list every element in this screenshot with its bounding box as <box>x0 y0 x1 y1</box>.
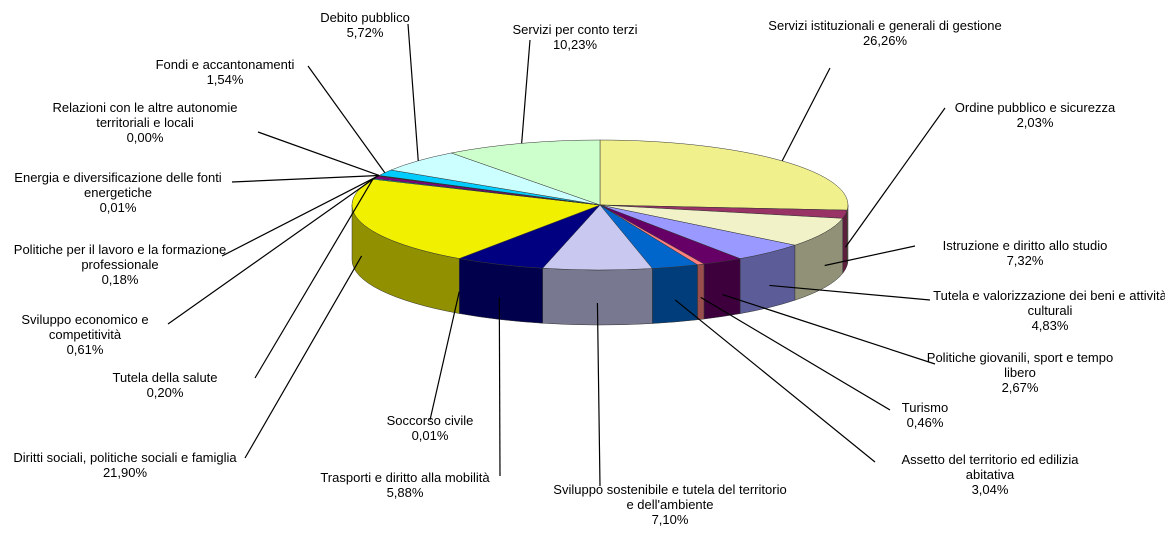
leader-line <box>521 39 531 144</box>
slice-value: 10,23% <box>552 37 598 52</box>
leader-line <box>700 296 891 411</box>
slice-value: 0,20% <box>146 385 184 400</box>
slice-name: Assetto del territorio ed edilizia abita… <box>901 452 1079 482</box>
pie-slice <box>599 139 849 211</box>
slice-value: 1,54% <box>206 72 244 87</box>
leader-line <box>674 299 876 463</box>
slice-name: Trasporti e diritto alla mobilità <box>320 470 490 485</box>
slice-value: 0,01% <box>99 200 137 215</box>
leader-line <box>781 67 831 162</box>
pie-tops <box>351 139 849 271</box>
pie-slice-side <box>697 263 705 321</box>
pie-slice-side <box>459 258 543 324</box>
slice-value: 0,46% <box>906 415 944 430</box>
slice-name: Ordine pubblico e sicurezza <box>954 100 1116 115</box>
leader-line <box>722 293 936 365</box>
slice-value: 0,01% <box>411 428 449 443</box>
slice-name: Politiche giovanili, sport e tempo liber… <box>926 350 1114 380</box>
leader-line <box>244 255 363 459</box>
slice-value: 2,03% <box>1016 115 1054 130</box>
slice-label: Servizi istituzionali e generali di gest… <box>755 18 1015 48</box>
leader-line <box>307 65 386 174</box>
pie-slice-side <box>842 210 848 275</box>
slice-name: Tutela della salute <box>112 370 218 385</box>
leader-line <box>257 131 380 177</box>
slice-label: Ordine pubblico e sicurezza 2,03% <box>925 100 1145 130</box>
slice-label: Assetto del territorio ed edilizia abita… <box>885 452 1095 497</box>
slice-value: 21,90% <box>102 465 148 480</box>
leader-line <box>498 297 501 477</box>
slice-label: Soccorso civile 0,01% <box>365 413 495 443</box>
slice-name: Politiche per il lavoro e la formazione … <box>13 242 227 272</box>
leader-line <box>407 23 419 161</box>
slice-name: Sviluppo economico e competitività <box>21 312 149 342</box>
leader-line <box>824 245 916 267</box>
slice-name: Turismo <box>901 400 949 415</box>
slice-value: 3,04% <box>971 482 1009 497</box>
slice-label: Servizi per conto terzi 10,23% <box>475 22 675 52</box>
slice-label: Tutela della salute 0,20% <box>75 370 255 400</box>
slice-label: Politiche giovanili, sport e tempo liber… <box>925 350 1115 395</box>
slice-name: Servizi per conto terzi <box>512 22 638 37</box>
slice-value: 7,32% <box>1006 253 1044 268</box>
leader-line <box>254 178 374 379</box>
slice-value: 4,83% <box>1031 318 1069 333</box>
slice-label: Turismo 0,46% <box>875 400 975 430</box>
slice-label: Tutela e valorizzazione dei beni e attiv… <box>930 288 1165 333</box>
slice-value: 26,26% <box>862 33 908 48</box>
slice-label: Debito pubblico 5,72% <box>295 10 435 40</box>
slice-value: 2,67% <box>1001 380 1039 395</box>
pie-slice <box>599 204 844 246</box>
slice-name: Sviluppo sostenibile e tutela del territ… <box>553 482 787 512</box>
slice-name: Tutela e valorizzazione dei beni e attiv… <box>933 288 1165 318</box>
slice-label: Sviluppo sostenibile e tutela del territ… <box>550 482 790 527</box>
slice-label: Fondi e accantonamenti 1,54% <box>125 57 325 87</box>
slice-label: Trasporti e diritto alla mobilità 5,88% <box>285 470 525 500</box>
leader-line <box>221 175 379 257</box>
slice-name: Servizi istituzionali e generali di gest… <box>768 18 1002 33</box>
slice-name: Soccorso civile <box>386 413 474 428</box>
slice-label: Istruzione e diritto allo studio 7,32% <box>915 238 1135 268</box>
slice-name: Debito pubblico <box>320 10 410 25</box>
leader-line <box>231 174 380 183</box>
slice-label: Politiche per il lavoro e la formazione … <box>5 242 235 287</box>
slice-value: 5,72% <box>346 25 384 40</box>
slice-value: 7,10% <box>651 512 689 527</box>
slice-label: Energia e diversificazione delle fonti e… <box>0 170 238 215</box>
slice-name: Energia e diversificazione delle fonti e… <box>14 170 222 200</box>
pie-slice-side <box>652 264 698 324</box>
slice-name: Relazioni con le altre autonomie territo… <box>52 100 238 130</box>
leader-line <box>167 176 377 325</box>
slice-label: Sviluppo economico e competitività 0,61% <box>0 312 170 357</box>
slice-name: Fondi e accantonamenti <box>155 57 295 72</box>
slice-label: Diritti sociali, politiche sociali e fam… <box>0 450 250 480</box>
leader-line <box>429 291 460 421</box>
leader-line <box>844 107 946 248</box>
slice-value: 0,61% <box>66 342 104 357</box>
slice-name: Diritti sociali, politiche sociali e fam… <box>13 450 237 465</box>
slice-value: 0,18% <box>101 272 139 287</box>
leader-lines <box>167 23 946 487</box>
leader-line <box>596 302 601 487</box>
slice-label: Relazioni con le altre autonomie territo… <box>25 100 265 145</box>
slice-value: 5,88% <box>386 485 424 500</box>
slice-value: 0,00% <box>126 130 164 145</box>
leader-line <box>769 284 931 301</box>
pie-slice <box>542 204 653 271</box>
pie-slice <box>450 139 601 206</box>
slice-name: Istruzione e diritto allo studio <box>942 238 1108 253</box>
